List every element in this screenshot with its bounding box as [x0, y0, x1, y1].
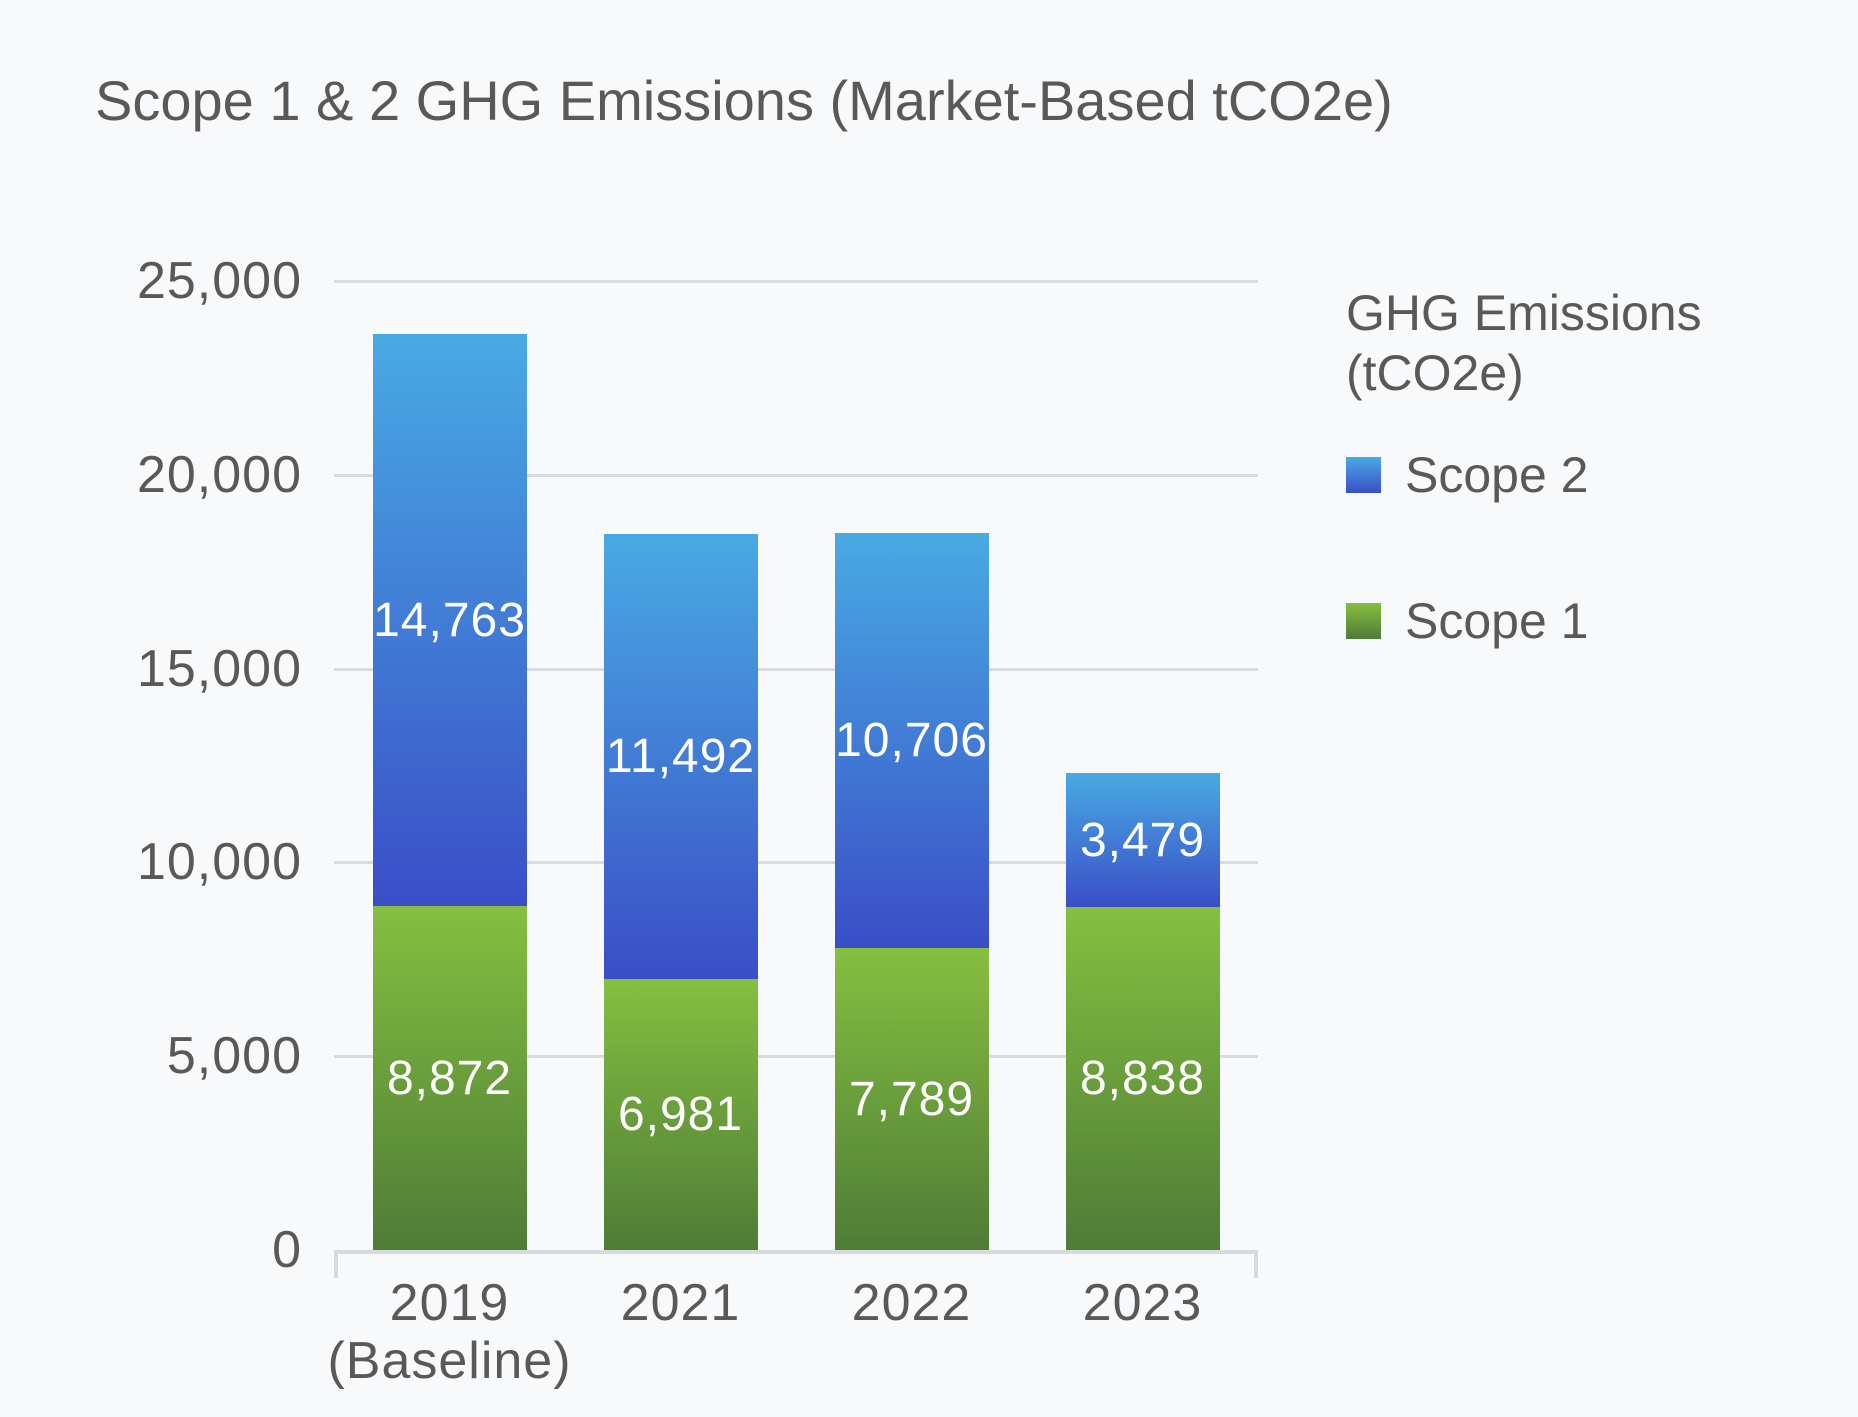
y-tick-20000: 20,000: [136, 445, 302, 504]
gridline-5000: [334, 1055, 1258, 1059]
bar-segment-scope-2-2022: 10,706: [834, 533, 989, 949]
x-axis-line: [334, 1250, 1258, 1254]
y-tick-15000: 15,000: [136, 639, 302, 698]
bar-2023: 3,479 8,838: [1065, 772, 1220, 1250]
bar-segment-scope-1-2019: 8,872: [372, 906, 527, 1250]
legend-title-line2: (tCO2e): [1346, 345, 1524, 401]
y-tick-0: 0: [272, 1221, 302, 1279]
bar-2022: 10,706 7,789: [834, 533, 989, 1250]
x-tick-label: 2021: [620, 1274, 741, 1332]
x-tick-label: 2022: [851, 1274, 972, 1332]
bar-2021: 11,492 6,981: [603, 534, 758, 1250]
legend-swatch-scope-1: [1346, 603, 1381, 639]
y-tick-5000: 5,000: [166, 1027, 302, 1086]
legend-item-scope-2: Scope 2: [1346, 446, 1588, 504]
x-tick-label: 2019: [389, 1274, 510, 1332]
bar-segment-scope-1-2022: 7,789: [834, 948, 989, 1250]
x-tick-2023: 2023: [993, 1274, 1293, 1332]
legend-item-scope-1: Scope 1: [1346, 592, 1588, 650]
x-axis-right-tick: [1254, 1250, 1258, 1278]
bar-segment-scope-2-2021: 11,492: [603, 534, 758, 980]
data-label-scope-2-2019: 14,763: [373, 593, 526, 647]
x-axis-left-tick: [334, 1250, 338, 1278]
gridline-20000: [334, 473, 1258, 477]
x-tick-2021: 2021: [531, 1274, 831, 1332]
x-tick-label: 2023: [1082, 1274, 1203, 1332]
y-tick-10000: 10,000: [136, 833, 302, 892]
x-tick-2022: 2022: [762, 1274, 1062, 1332]
gridline-10000: [334, 861, 1258, 865]
gridline-25000: [334, 280, 1258, 283]
bar-2019: 14,763 8,872: [372, 333, 527, 1250]
data-label-scope-2-2023: 3,479: [1079, 813, 1206, 867]
bar-segment-scope-1-2021: 6,981: [603, 979, 758, 1250]
y-tick-25000: 25,000: [136, 252, 302, 310]
x-tick-2019: 2019 (Baseline): [300, 1274, 600, 1390]
data-label-scope-2-2022: 10,706: [835, 714, 988, 768]
bar-segment-scope-1-2023: 8,838: [1065, 907, 1220, 1250]
data-label-scope-2-2021: 11,492: [605, 730, 756, 784]
data-label-scope-1-2022: 7,789: [848, 1072, 975, 1126]
chart-title: Scope 1 & 2 GHG Emissions (Market-Based …: [95, 69, 1393, 132]
x-tick-sublabel: (Baseline): [327, 1332, 572, 1390]
legend-label: Scope 1: [1405, 593, 1589, 649]
plot-area: 14,763 8,872 11,492 6,981 10,706 7,789 3,479 8,…: [334, 280, 1258, 1250]
gridline-15000: [334, 667, 1258, 671]
bar-segment-scope-2-2023: 3,479: [1065, 772, 1220, 908]
legend-label: Scope 2: [1405, 447, 1589, 503]
legend: GHG Emissions (tCO2e): [1346, 283, 1826, 403]
data-label-scope-1-2021: 6,981: [617, 1088, 744, 1142]
bar-segment-scope-2-2019: 14,763: [372, 333, 527, 907]
legend-swatch-scope-2: [1346, 457, 1381, 493]
data-label-scope-1-2019: 8,872: [386, 1051, 513, 1105]
data-label-scope-1-2023: 8,838: [1079, 1052, 1206, 1106]
legend-title-line1: GHG Emissions: [1346, 285, 1702, 341]
